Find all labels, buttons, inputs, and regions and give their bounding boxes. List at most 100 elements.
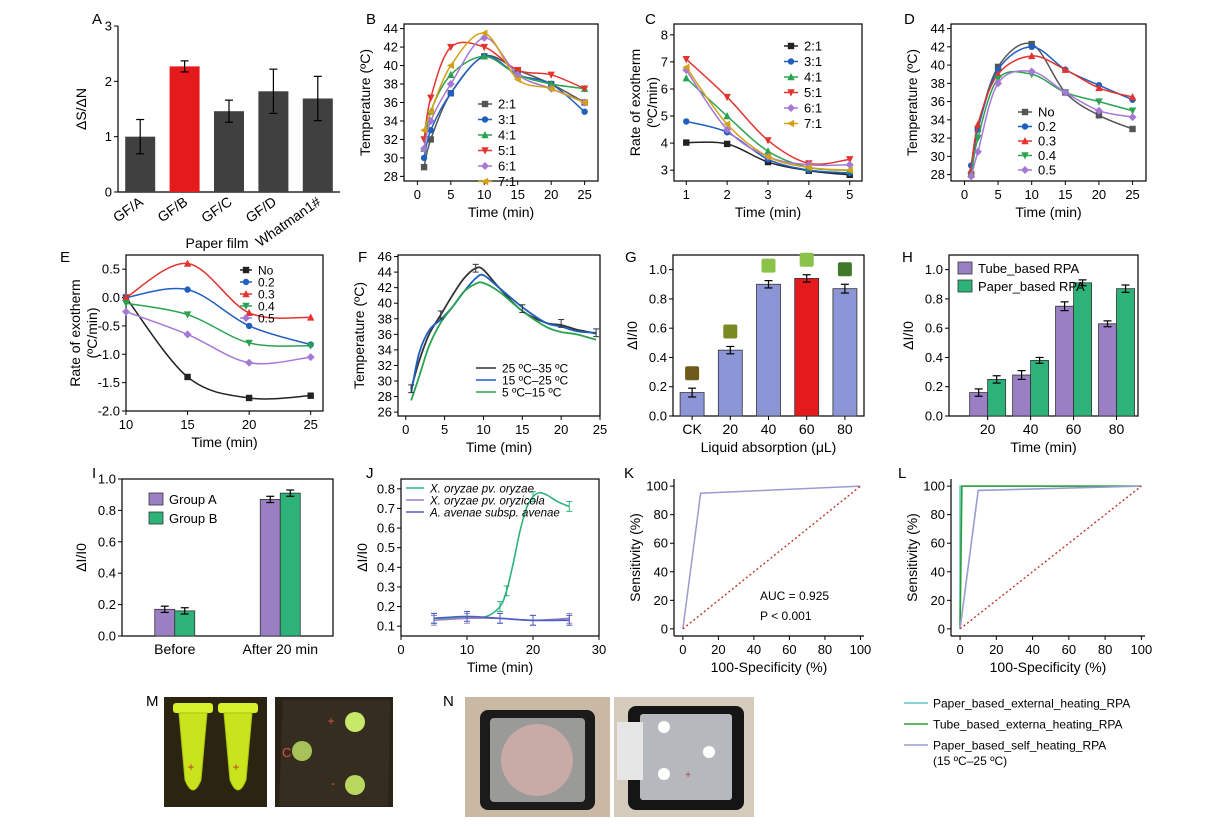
x-tick-label: 10 — [460, 642, 474, 657]
x-tick-label: 20 — [554, 422, 568, 437]
x-tick-label: 80 — [1098, 642, 1112, 657]
x-tick-label: 20 — [1092, 187, 1106, 202]
legend-marker — [787, 119, 795, 128]
series-line-3 — [959, 485, 1142, 630]
x-tick-label: 25 — [1125, 187, 1139, 202]
legend-label: A. avenae subsp. avenae — [429, 508, 560, 520]
data-point — [683, 139, 690, 146]
series-line-0 — [410, 266, 597, 390]
legend-label: 0.2 — [258, 276, 275, 290]
plot-frame — [950, 23, 1147, 182]
data-point — [974, 120, 982, 128]
y-tick-label: 44 — [378, 265, 392, 280]
data-point — [974, 134, 982, 143]
y-tick-label: 30 — [384, 150, 398, 165]
plot-frame — [397, 254, 601, 417]
data-point — [1095, 83, 1103, 92]
panel-letter: B — [366, 11, 376, 28]
panel-D: 28 30 32 34 36 38 40 42 44 0 5 10 15 20 25 Time (min) Te… — [904, 11, 1147, 220]
y-tick-label: 40 — [378, 296, 392, 311]
device-mark: + — [685, 770, 691, 781]
legend-label: Group A — [169, 492, 217, 507]
paper-disc — [501, 724, 573, 796]
x-tick-label: 20 — [544, 187, 558, 202]
x-tick-label: 5 — [994, 187, 1001, 202]
data-point — [547, 84, 555, 93]
y-tick-label: 26 — [378, 405, 392, 420]
x-tick-label: 2 — [724, 187, 731, 202]
y-tick-label: 28 — [378, 389, 392, 404]
data-point — [1027, 51, 1036, 60]
data-point — [845, 166, 853, 174]
legend-marker — [787, 58, 795, 65]
data-point — [764, 137, 772, 145]
legend-label: Tube_based RPA — [978, 261, 1080, 276]
legend-label: 0.2 — [1038, 119, 1056, 134]
data-point — [427, 127, 434, 134]
y-tick-label: 0.7 — [377, 501, 395, 516]
detection-spot-top — [658, 721, 670, 733]
legend-label: 15 ºC–25 ºC — [502, 374, 568, 388]
legend-marker — [787, 89, 795, 97]
data-point — [245, 358, 254, 367]
data-point — [723, 125, 732, 134]
panel-letter: G — [625, 249, 637, 266]
x-tick-label: Before — [154, 641, 195, 657]
data-point — [1027, 67, 1036, 76]
series-line-0 — [682, 485, 861, 629]
x-tick-label: 20 — [723, 421, 739, 437]
y-axis-label: ΔI/I0 — [900, 321, 916, 350]
y-tick-label: 0.6 — [377, 521, 395, 536]
x-tick-label: 40 — [1023, 421, 1039, 437]
legend-label: 5:1 — [804, 85, 822, 100]
panel-letter: N — [443, 693, 454, 710]
y-tick-label: 34 — [931, 112, 945, 127]
y-axis-label: Rate of exotherm — [67, 279, 83, 386]
panel-letter: J — [366, 465, 374, 482]
panel-M: M + + C + - — [146, 693, 393, 807]
data-point — [1061, 65, 1070, 73]
x-tick-label: 80 — [1109, 421, 1125, 437]
x-axis-label: 100-Specificity (%) — [990, 659, 1107, 675]
panel-E: -2.0 -1.5 -1.0 -0.5 0.0 0.5 10 15 20 25 Time (min)… — [60, 249, 324, 450]
x-axis-label: Liquid absorption (μL) — [701, 439, 837, 455]
y-axis-label: Temperature (ºC) — [904, 49, 920, 156]
y-tick-label: 38 — [931, 76, 945, 91]
data-point — [846, 156, 854, 164]
data-point — [682, 63, 690, 72]
y-tick-label: 38 — [378, 311, 392, 326]
y-tick-label: 0.6 — [98, 534, 116, 549]
legend-swatch — [957, 261, 973, 275]
legend-label: No — [1038, 105, 1055, 120]
panel-G: 0.0 0.2 0.4 0.6 0.8 1.0 Liquid absorption (μL)… — [624, 249, 865, 455]
x-tick-label: 60 — [782, 642, 796, 657]
x-tick-label: 10 — [477, 187, 491, 202]
legend-label: X. oryzae pv. oryzicola — [429, 496, 545, 508]
data-point — [446, 80, 455, 89]
y-tick-label: 0.2 — [98, 597, 116, 612]
y-tick-label: 0.4 — [98, 566, 116, 581]
panel-K: 0 20 40 60 80 100 0 20 40 60 80 100 100-Specificity … — [624, 465, 871, 675]
legend-label: Paper_based_external_heating_RPA — [933, 697, 1130, 711]
data-point — [764, 152, 772, 161]
y-tick-label: 80 — [931, 507, 945, 522]
x-tick-label: 20 — [711, 642, 725, 657]
bar — [1098, 323, 1117, 417]
y-tick-label: 0.1 — [377, 619, 395, 634]
panel-B: 28 30 32 34 36 38 40 42 44 0 5 10 15 20 25 Time (min) Te… — [357, 11, 599, 220]
x-tick-label: 0 — [402, 422, 409, 437]
y-tick-label: 1.0 — [98, 472, 116, 487]
bar — [794, 278, 820, 417]
x-tick-label: 10 — [119, 417, 133, 432]
data-point — [183, 330, 192, 339]
legend-marker — [242, 278, 250, 286]
spot-positive — [345, 712, 365, 732]
panel-letter: C — [645, 11, 656, 28]
legend-label: Group B — [169, 511, 217, 526]
series-line-3 — [125, 302, 311, 347]
data-point — [427, 94, 435, 102]
data-point — [480, 29, 488, 37]
legend-label: 5 ºC–15 ºC — [502, 386, 562, 400]
